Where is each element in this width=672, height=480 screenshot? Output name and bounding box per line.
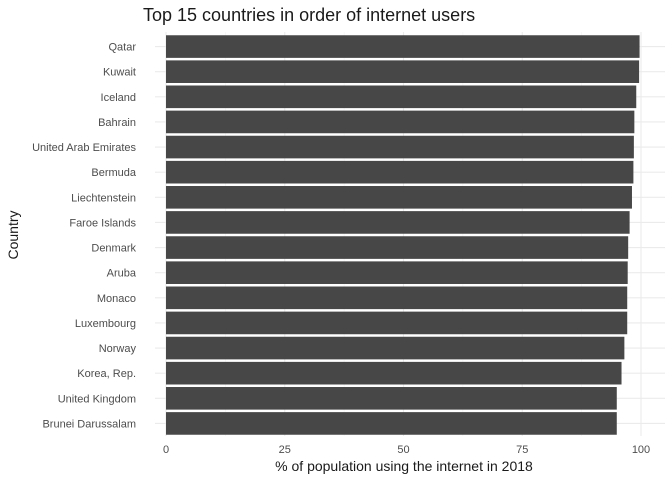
y-tick-label: Norway (99, 343, 137, 355)
y-tick-label: Denmark (91, 243, 136, 255)
y-tick-label: Liechtenstein (71, 192, 136, 204)
y-tick-label: Luxembourg (75, 318, 136, 330)
x-tick-label: 75 (516, 444, 528, 456)
bar (166, 60, 640, 83)
y-tick-label: United Arab Emirates (32, 142, 136, 154)
bar (166, 361, 622, 385)
y-tick-label: Aruba (107, 268, 137, 280)
x-tick-label: 100 (632, 444, 650, 456)
x-tick-label: 0 (163, 444, 169, 456)
bar (166, 186, 632, 209)
y-tick-label: Bermuda (91, 167, 137, 179)
y-tick-label: Iceland (101, 92, 136, 104)
bar (166, 135, 634, 159)
bar (166, 286, 628, 310)
bar (166, 211, 630, 234)
x-tick-labels: 0 25 50 75 100 (163, 444, 650, 456)
chart-title: Top 15 countries in order of internet us… (143, 5, 475, 25)
y-tick-label: United Kingdom (58, 393, 136, 405)
y-axis-title: Country (5, 210, 21, 259)
bar (166, 110, 635, 134)
bar (166, 412, 617, 435)
bar (166, 311, 628, 335)
bar (166, 35, 640, 58)
x-axis-title: % of population using the internet in 20… (275, 458, 533, 474)
y-tick-label: Qatar (108, 42, 136, 54)
bars (166, 35, 640, 435)
bar (166, 85, 637, 109)
bar (166, 387, 617, 410)
y-tick-label: Kuwait (103, 67, 136, 79)
bar (166, 261, 628, 284)
y-tick-label: Faroe Islands (69, 217, 136, 229)
y-tick-label: Monaco (97, 293, 136, 305)
y-tick-labels: Qatar Kuwait Iceland Bahrain United Arab Emi… (32, 42, 137, 431)
y-tick-label: Bahrain (98, 117, 136, 129)
y-tick-label: Korea, Rep. (77, 368, 136, 380)
bar (166, 160, 634, 184)
y-tick-label: Brunei Darussalam (42, 418, 136, 430)
x-tick-label: 25 (279, 444, 291, 456)
bar (166, 336, 625, 360)
x-tick-label: 50 (397, 444, 409, 456)
bar (166, 236, 629, 259)
